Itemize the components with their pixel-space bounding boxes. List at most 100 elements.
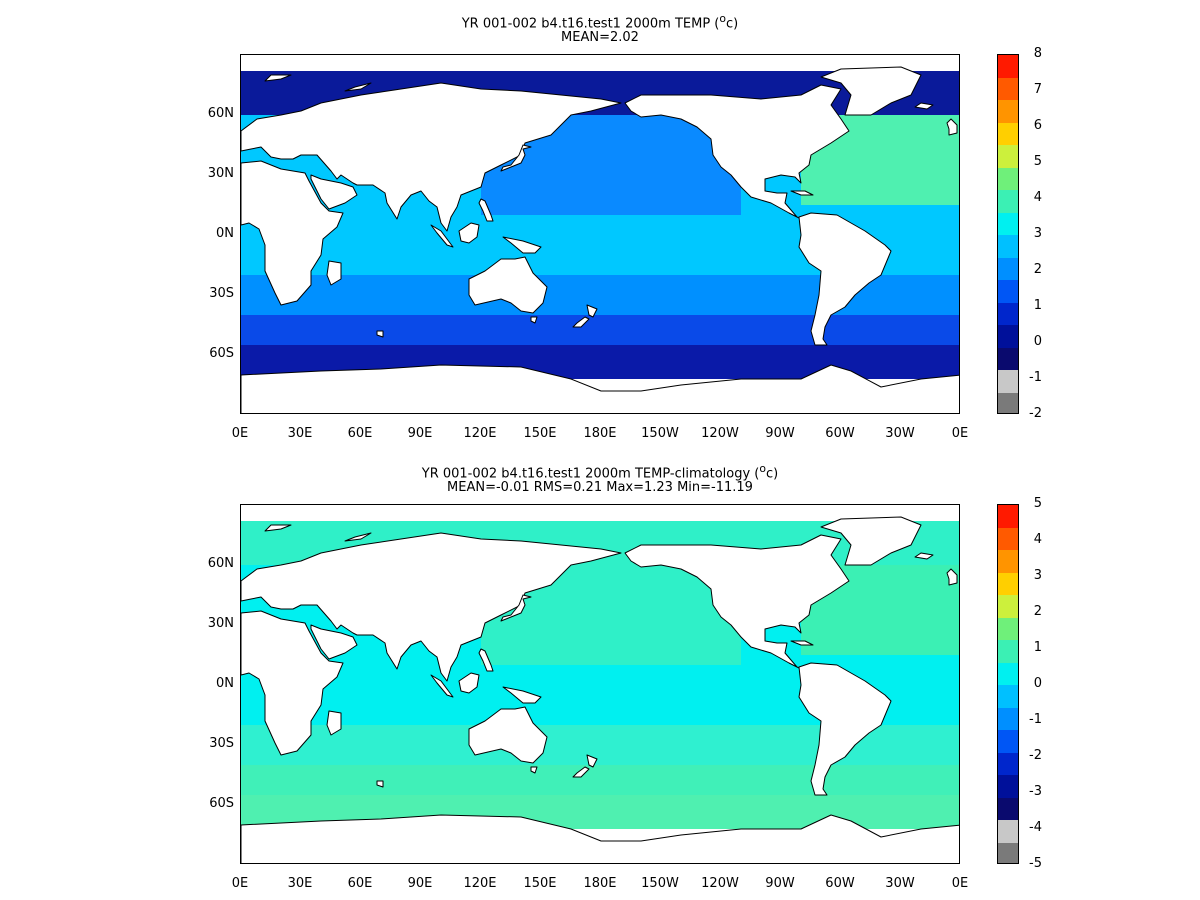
landmass-cuba [790, 190, 814, 196]
colorbar-segment [998, 797, 1018, 821]
colorbar-tick-label: 1 [1033, 298, 1042, 313]
lon-tick-label: 30E [287, 426, 313, 441]
landmass-antarctica [241, 814, 959, 863]
colorbar [997, 504, 1019, 864]
landmass-arabia [310, 624, 358, 660]
colorbar-segment [998, 145, 1018, 168]
colorbar-tick-label: -4 [1029, 820, 1042, 835]
landmass-newzealand-s [572, 316, 590, 328]
map-subtitle: MEAN=-0.01 RMS=0.21 Max=1.23 Min=-11.19 [447, 480, 753, 495]
colorbar-segment [998, 595, 1018, 618]
landmass-australia [468, 706, 548, 764]
colorbar-tick-label: 0 [1033, 676, 1042, 691]
colorbar-segment [998, 527, 1018, 551]
landmass-newzealand-n [586, 304, 598, 318]
colorbar-segment [998, 685, 1018, 708]
colorbar-tick-label: 2 [1033, 604, 1042, 619]
lon-tick-label: 90E [407, 426, 433, 441]
colorbar-segment [998, 257, 1018, 281]
ocean-map [241, 55, 959, 413]
map-plot-area [240, 504, 960, 864]
colorbar-tick-label: 1 [1033, 640, 1042, 655]
lon-tick-label: 180E [583, 426, 617, 441]
colorbar-segment [998, 325, 1018, 348]
lat-tick-label: 60N [207, 106, 234, 121]
landmass-iceland [914, 102, 934, 110]
landmass-svalbard [264, 74, 292, 82]
landmass-newzealand-n [586, 754, 598, 768]
colorbar [997, 54, 1019, 414]
ocean-band-south-high [241, 315, 959, 345]
landmass-japan [500, 144, 532, 172]
colorbar-tick-label: -3 [1029, 784, 1042, 799]
landmass-novaya [344, 82, 372, 92]
colorbar-segment [998, 280, 1018, 303]
landmass-eurasia [241, 532, 622, 682]
lon-tick-label: 30W [885, 426, 915, 441]
map-title: YR 001-002 b4.t16.test1 2000m TEMP-clima… [421, 462, 779, 482]
colorbar-segment [998, 122, 1018, 146]
ocean-map [241, 505, 959, 863]
lon-tick-label: 90W [765, 876, 795, 891]
landmass-sumatra [430, 224, 454, 248]
lon-tick-label: 120E [463, 876, 497, 891]
colorbar-tick-label: 5 [1033, 496, 1042, 511]
landmass-tasmania [530, 316, 538, 324]
colorbar-tick-label: 5 [1033, 154, 1042, 169]
colorbar-segment [998, 550, 1018, 573]
colorbar-tick-label: -1 [1029, 370, 1042, 385]
landmass-uk [946, 568, 958, 586]
colorbar-tick-label: 6 [1033, 118, 1042, 133]
colorbar-segment [998, 77, 1018, 101]
colorbar-segment [998, 730, 1018, 753]
landmass-iceland [914, 552, 934, 560]
colorbar-tick-label: -2 [1029, 748, 1042, 763]
landmass-japan [500, 594, 532, 622]
landmass-newguinea [502, 686, 542, 704]
colorbar-segment [998, 55, 1018, 78]
colorbar-tick-label: 0 [1033, 334, 1042, 349]
lon-tick-label: 0E [231, 876, 249, 891]
colorbar-segment [998, 505, 1018, 528]
colorbar-segment [998, 752, 1018, 776]
arctic-ice [241, 505, 959, 521]
ocean-band-south-high [241, 765, 959, 795]
landmass-australia [468, 256, 548, 314]
colorbar-segment [998, 572, 1018, 596]
colorbar-tick-label: -5 [1029, 856, 1042, 871]
lon-tick-label: 150E [523, 876, 557, 891]
map-title: YR 001-002 b4.t16.test1 2000m TEMP (oc) [461, 12, 739, 32]
landmass-greenland [820, 516, 922, 566]
lon-tick-label: 60W [825, 876, 855, 891]
lat-tick-label: 0N [216, 226, 234, 241]
map-subtitle: MEAN=2.02 [561, 30, 639, 45]
lon-tick-label: 30E [287, 876, 313, 891]
lon-tick-label: 120W [701, 876, 739, 891]
colorbar-tick-label: 4 [1033, 190, 1042, 205]
lon-tick-label: 0E [951, 876, 969, 891]
lon-tick-label: 150W [641, 426, 679, 441]
colorbar-tick-label: 4 [1033, 532, 1042, 547]
landmass-borneo [458, 222, 480, 244]
colorbar-segment [998, 707, 1018, 731]
lat-tick-label: 30N [207, 166, 234, 181]
lon-tick-label: 90W [765, 426, 795, 441]
landmass-philippines [478, 198, 494, 222]
colorbar-segment [998, 775, 1018, 798]
colorbar-tick-label: 2 [1033, 262, 1042, 277]
lon-tick-label: 0E [231, 426, 249, 441]
colorbar-segment [998, 820, 1018, 843]
landmass-newzealand-s [572, 766, 590, 778]
lon-tick-label: 60E [347, 876, 373, 891]
landmass-greenland [820, 66, 922, 116]
colorbar-segment [998, 842, 1018, 863]
colorbar-segment [998, 190, 1018, 213]
landmass-svalbard [264, 524, 292, 532]
lon-tick-label: 150W [641, 876, 679, 891]
landmass-south-america [798, 212, 892, 346]
lon-tick-label: 60E [347, 426, 373, 441]
landmass-africa [241, 610, 344, 756]
lon-tick-label: 120W [701, 426, 739, 441]
colorbar-segment [998, 100, 1018, 123]
lon-tick-label: 0E [951, 426, 969, 441]
